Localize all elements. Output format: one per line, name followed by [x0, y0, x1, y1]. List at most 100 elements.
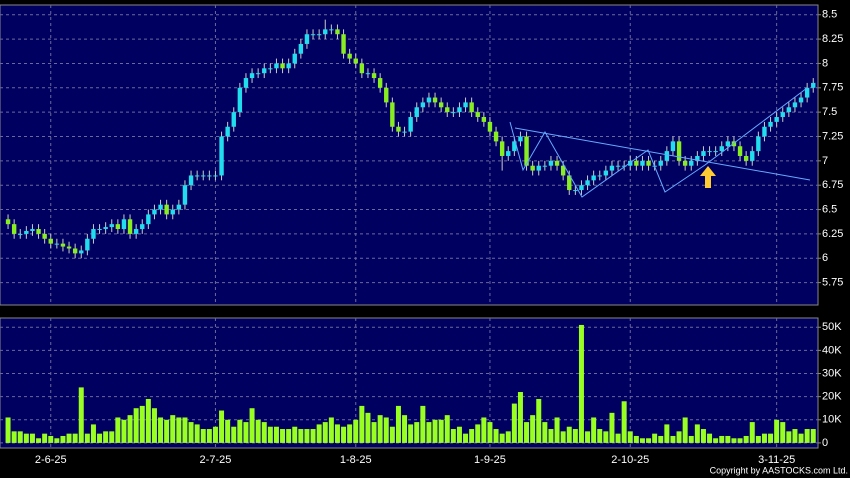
volume-bar — [109, 431, 115, 443]
candle-body — [274, 63, 279, 69]
candle-body — [164, 204, 169, 215]
candle-body — [103, 227, 108, 230]
volume-bar — [334, 424, 340, 443]
candle-body — [207, 175, 212, 177]
candle-body — [310, 34, 316, 36]
volume-bar — [585, 431, 591, 443]
volume-bar — [17, 431, 23, 443]
volume-bar — [243, 422, 249, 443]
volume-bar — [225, 419, 231, 443]
candle-body — [445, 107, 450, 113]
candle-body — [66, 246, 72, 249]
candle-body — [48, 238, 53, 244]
candle-body — [280, 63, 285, 69]
y-tick-label: 8.5 — [822, 9, 837, 21]
candle-body — [506, 151, 511, 156]
volume-bar — [249, 408, 255, 443]
candle-body — [457, 107, 462, 113]
y-tick-label: 5.75 — [822, 277, 843, 289]
volume-bar — [133, 408, 139, 443]
candle-body — [640, 160, 645, 166]
volume-bar — [115, 417, 121, 443]
candle-body — [579, 185, 584, 191]
candle-body — [469, 102, 474, 113]
candle-body — [463, 102, 468, 108]
volume-bar — [536, 398, 542, 443]
volume-bar — [450, 429, 456, 443]
volume-bar — [176, 417, 182, 443]
y-tick-label: 50K — [822, 321, 842, 333]
x-tick-label: 2-10-25 — [611, 454, 649, 466]
volume-bar — [170, 415, 176, 443]
volume-bar — [530, 415, 536, 443]
volume-bar — [438, 419, 444, 443]
candle-body — [719, 146, 724, 152]
candle-body — [24, 230, 29, 234]
candle-body — [18, 233, 23, 235]
candle-body — [359, 63, 365, 74]
candle-body — [243, 78, 249, 88]
candle-body — [323, 29, 328, 35]
volume-bar — [219, 410, 225, 443]
candle-body — [756, 136, 761, 152]
y-tick-label: 30K — [822, 367, 842, 379]
x-tick-label: 2-7-25 — [200, 454, 232, 466]
grid-layer: 5.75 6 6.25 6.5 6.75 7 7.25 7.5 7.75 8 8.25 8.5 2-6-… — [0, 5, 843, 466]
zigzag — [509, 87, 808, 198]
volume-bar — [328, 417, 334, 443]
candle-body — [115, 224, 121, 230]
candle-body — [615, 165, 621, 167]
volume-bar — [273, 426, 279, 443]
volume-bar — [688, 435, 694, 443]
candle-body — [518, 136, 523, 142]
volume-bar — [48, 435, 54, 443]
candle-body — [481, 117, 487, 122]
volume-bar — [597, 429, 603, 443]
y-tick-label: 7.5 — [822, 106, 837, 118]
candle-body — [603, 170, 609, 176]
candle-body — [682, 160, 688, 166]
volume-bar — [377, 415, 383, 443]
candle-body — [396, 126, 401, 132]
volume-bar — [493, 429, 499, 443]
candle-body — [536, 165, 541, 171]
volume-bar — [737, 438, 743, 443]
volume-bar — [103, 431, 109, 443]
candle-body — [768, 121, 773, 127]
candle-body — [97, 229, 102, 231]
candle-body — [408, 117, 413, 132]
volume-bar — [359, 405, 365, 443]
candle-body — [402, 131, 407, 133]
y-tick-label: 6 — [822, 252, 828, 264]
candle-body — [127, 219, 133, 234]
trend-line — [514, 127, 811, 181]
volume-bar — [212, 426, 218, 443]
volume-bar — [511, 403, 517, 443]
candle-body — [201, 175, 206, 177]
candle-body — [292, 53, 297, 64]
volume-bar — [188, 422, 194, 443]
volume-bar — [298, 429, 304, 443]
volume-bar — [414, 422, 420, 443]
volume-bar — [310, 429, 316, 443]
volume-bar — [292, 426, 298, 443]
candle-body — [658, 160, 663, 166]
candle-body — [426, 97, 432, 103]
volume-bar — [700, 429, 706, 443]
volume-bar — [792, 429, 798, 443]
candle-body — [79, 250, 84, 254]
y-tick-label: 20K — [822, 391, 842, 403]
volume-bar — [572, 429, 578, 443]
volume-bar — [90, 424, 96, 443]
candle-body — [487, 121, 493, 132]
volume-bar — [670, 435, 676, 443]
candle-body — [5, 219, 11, 225]
candle-body — [591, 175, 596, 181]
volume-bar — [731, 438, 737, 443]
volume-bar — [768, 433, 774, 443]
candle-body — [743, 155, 749, 161]
volume-bar — [84, 433, 90, 443]
candle-body — [335, 29, 340, 35]
volume-bar — [341, 426, 347, 443]
